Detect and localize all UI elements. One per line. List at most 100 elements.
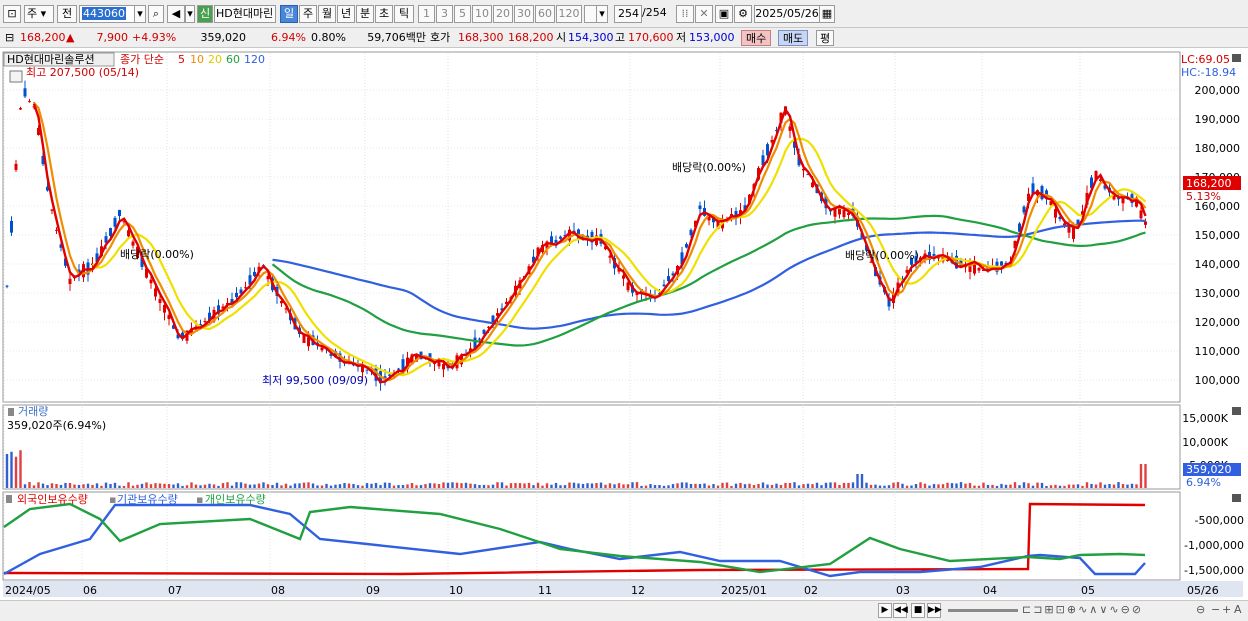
candle-body (910, 257, 913, 265)
period-second[interactable]: 초 (375, 5, 393, 23)
candle-body (793, 140, 796, 148)
tick-30[interactable]: 30 (514, 5, 534, 23)
candle-body (941, 254, 945, 262)
volume-bar (941, 484, 945, 488)
chart-svg[interactable]: HD현대마린솔루션 종가 단순 5 10 20 60 120 최고 207,50… (0, 49, 1248, 601)
volume-bar (721, 482, 724, 488)
candle-body (14, 163, 18, 170)
stop-button[interactable]: ■ (911, 603, 925, 618)
date-input[interactable]: 2025/05/26 (754, 5, 820, 23)
volume-bar (991, 484, 994, 488)
stock-title: HD현대마린솔루션 (7, 53, 95, 66)
candle-body (811, 182, 814, 188)
candle-body (1103, 185, 1107, 189)
candle-body (581, 235, 585, 240)
period-month[interactable]: 월 (318, 5, 336, 23)
volume-bar (406, 484, 409, 488)
price-y-tick: 140,000 (1195, 258, 1241, 271)
volume-bar (352, 484, 355, 488)
scroll-right-button[interactable]: ▶ (878, 603, 892, 618)
count-input[interactable]: 254 (614, 5, 642, 23)
minus-icon[interactable]: − (1211, 603, 1221, 616)
price-panel-close[interactable] (1232, 54, 1241, 62)
tick-5[interactable]: 5 (454, 5, 471, 23)
zoom-out-icon[interactable]: ⊖ (1196, 603, 1206, 616)
save-icon[interactable]: ▣ (715, 5, 733, 23)
period-year[interactable]: 년 (337, 5, 355, 23)
price-y-tick: 130,000 (1195, 287, 1241, 300)
candle-body (248, 275, 252, 285)
bottom-toolbar: ▶ ◀◀ ■ ▶▶ ⊏⊐⊞⊡⊕∿∧∨∿⊖⊘ ⊖ − + A (0, 600, 1248, 621)
volume-bar (964, 483, 967, 488)
tool-icons[interactable]: ⊏⊐⊞⊡⊕∿∧∨∿⊖⊘ (1022, 603, 1144, 616)
volume-bar (176, 483, 180, 488)
first-page-button[interactable]: ◀◀ (893, 603, 908, 618)
volume-bar (1031, 485, 1035, 488)
volume-bar (59, 484, 63, 488)
volume-bar (703, 483, 706, 488)
candle-body (779, 112, 783, 124)
volume-bar (487, 485, 490, 488)
period-minute[interactable]: 분 (356, 5, 374, 23)
low-note: 최저 99,500 (09/09) (262, 374, 368, 387)
candle-body (1063, 223, 1066, 226)
zoom-slider[interactable] (948, 609, 1018, 612)
volume-bar (608, 483, 612, 488)
period-day[interactable]: 일 (280, 5, 298, 23)
legend-individual: 개인보유수량 (205, 493, 266, 506)
candle-body (136, 246, 139, 258)
volume-bar (1135, 484, 1138, 488)
tick-60[interactable]: 60 (535, 5, 555, 23)
buy-button[interactable]: 매수 (741, 30, 772, 46)
sell-button[interactable]: 매도 (778, 30, 809, 46)
stock-name[interactable]: HD현대마린 (214, 5, 276, 23)
calc-icon[interactable] (9, 70, 23, 83)
type-select[interactable]: 주 ▾ (24, 5, 54, 23)
volume-bar (851, 482, 855, 488)
count-total: /254 (642, 6, 667, 19)
tick-10[interactable]: 10 (472, 5, 492, 23)
volume-bar (203, 484, 207, 488)
font-size-icon[interactable]: A (1234, 603, 1242, 616)
x-axis-label: 07 (168, 584, 182, 597)
candle-body (932, 253, 936, 257)
candle-body (1090, 177, 1093, 189)
chart-area[interactable]: HD현대마린솔루션 종가 단순 5 10 20 60 120 최고 207,50… (0, 49, 1248, 601)
candle-body (23, 88, 27, 97)
candle-body (788, 126, 792, 131)
search-icon[interactable]: ⌕ (148, 5, 164, 23)
tick-20[interactable]: 20 (493, 5, 513, 23)
tick-3[interactable]: 3 (436, 5, 453, 23)
volume-bar (199, 485, 202, 488)
volume-bar (541, 485, 544, 488)
eval-button[interactable]: 평 (816, 30, 835, 46)
volume-bar (275, 482, 279, 488)
grid-icon[interactable]: ⁞⁞ (676, 5, 694, 23)
layout-icon[interactable]: ⊡ (3, 5, 21, 23)
tick-custom-dropdown[interactable]: ▾ (596, 5, 608, 23)
crosshair-icon[interactable]: ✕ (695, 5, 713, 23)
prev-button[interactable]: 전 (57, 5, 77, 23)
tick-1[interactable]: 1 (418, 5, 435, 23)
code-dropdown[interactable]: ▾ (134, 5, 146, 23)
candle-body (775, 130, 778, 132)
calendar-icon[interactable]: ▦ (819, 5, 835, 23)
volume-value: 359,020 (200, 31, 247, 44)
sound-icon[interactable]: ◀ (167, 5, 185, 23)
holdings-panel-close[interactable] (1232, 494, 1241, 502)
volume-bar (707, 485, 711, 488)
candle-body (743, 205, 747, 212)
gear-icon[interactable]: ⚙ (734, 5, 752, 23)
stock-code-input[interactable]: 443060 (79, 5, 135, 23)
candle-body (217, 305, 220, 314)
volume-bar (437, 483, 441, 488)
candle-body (559, 236, 562, 239)
volume-panel-close[interactable] (1232, 407, 1241, 415)
tick-120[interactable]: 120 (556, 5, 582, 23)
period-tick[interactable]: 틱 (394, 5, 414, 23)
plus-icon[interactable]: + (1222, 603, 1232, 616)
volume-bars (5, 450, 1147, 488)
period-week[interactable]: 주 (299, 5, 317, 23)
sound-dropdown[interactable]: ▾ (185, 5, 195, 23)
last-page-button[interactable]: ▶▶ (927, 603, 942, 618)
